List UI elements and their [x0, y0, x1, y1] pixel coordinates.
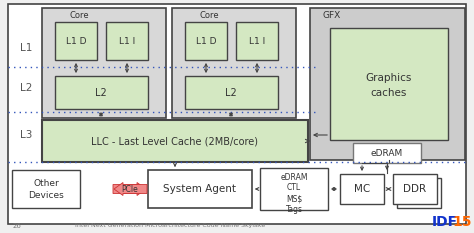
Text: caches: caches — [371, 88, 407, 98]
FancyArrow shape — [113, 182, 146, 195]
Text: LLC - Last Level Cache (2MB/core): LLC - Last Level Cache (2MB/core) — [91, 136, 258, 146]
Text: MC: MC — [354, 184, 370, 194]
Text: L2: L2 — [20, 83, 32, 93]
Text: Tags: Tags — [285, 205, 302, 213]
Bar — [55, 76, 148, 109]
Text: L1 I: L1 I — [249, 37, 265, 45]
Bar — [330, 28, 448, 140]
Text: IDF: IDF — [432, 215, 458, 229]
Text: DDR: DDR — [403, 184, 427, 194]
Text: L2: L2 — [225, 88, 237, 98]
Bar — [185, 22, 227, 60]
Bar — [185, 76, 278, 109]
FancyArrow shape — [114, 182, 147, 195]
Text: L1 D: L1 D — [66, 37, 86, 45]
Text: Graphics: Graphics — [366, 73, 412, 83]
Text: eDRAM: eDRAM — [371, 148, 403, 158]
Text: 26: 26 — [13, 223, 22, 229]
Text: Core: Core — [70, 11, 90, 21]
Bar — [310, 8, 465, 160]
Text: CTL: CTL — [287, 184, 301, 192]
Bar — [260, 168, 328, 210]
Text: Devices: Devices — [28, 191, 64, 199]
Bar — [106, 22, 148, 60]
Bar — [236, 22, 278, 60]
Text: 15: 15 — [452, 215, 472, 229]
Bar — [393, 174, 437, 204]
Bar — [172, 8, 296, 118]
Text: L2: L2 — [95, 88, 107, 98]
Text: Core: Core — [200, 11, 219, 21]
Bar — [340, 174, 384, 204]
Text: L3: L3 — [20, 130, 32, 140]
Bar — [353, 143, 421, 163]
Text: L1 D: L1 D — [196, 37, 216, 45]
Text: Intel Next Generation Microarchitecture Code Name Skylake: Intel Next Generation Microarchitecture … — [75, 223, 265, 229]
Bar — [397, 178, 441, 208]
Bar — [12, 170, 80, 208]
Text: L1 I: L1 I — [119, 37, 135, 45]
Text: Other: Other — [33, 178, 59, 188]
Bar — [42, 120, 308, 162]
Bar — [55, 22, 97, 60]
Text: L1: L1 — [20, 43, 32, 53]
Text: PCIe: PCIe — [122, 185, 138, 193]
Text: GFX: GFX — [323, 11, 341, 21]
Bar — [148, 170, 252, 208]
Bar — [42, 8, 166, 118]
Text: eDRAM: eDRAM — [280, 174, 308, 182]
Text: MS$: MS$ — [286, 195, 302, 203]
Text: System Agent: System Agent — [164, 184, 237, 194]
